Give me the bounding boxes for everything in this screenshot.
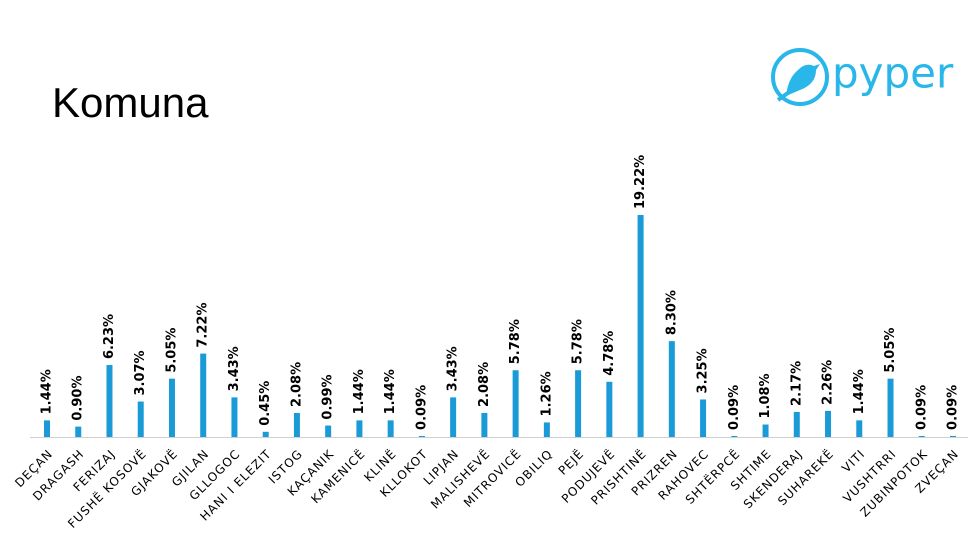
- bar: [700, 399, 707, 437]
- bar: [918, 435, 925, 437]
- bar: [887, 378, 894, 437]
- value-label: 4.78%: [602, 331, 617, 376]
- bar: [325, 425, 332, 437]
- value-label: 0.99%: [321, 374, 336, 419]
- value-label: 2.08%: [477, 362, 492, 407]
- bar: [231, 397, 238, 437]
- value-label: 3.43%: [227, 346, 242, 391]
- value-label: 2.08%: [289, 362, 304, 407]
- bar: [668, 341, 675, 437]
- value-label: 0.09%: [914, 385, 929, 430]
- bar: [293, 412, 300, 437]
- bar: [793, 411, 800, 437]
- bar: [637, 215, 644, 437]
- value-label: 2.17%: [789, 361, 804, 406]
- bar: [950, 435, 956, 437]
- value-label: 7.22%: [196, 302, 211, 347]
- value-label: 2.26%: [821, 360, 836, 405]
- value-label: 6.23%: [102, 314, 117, 359]
- value-label: 5.05%: [164, 328, 179, 373]
- bar: [575, 370, 582, 437]
- bar: [168, 378, 175, 437]
- bar: [543, 422, 550, 437]
- bar: [450, 397, 457, 437]
- logo-tail: [776, 88, 794, 102]
- value-label: 3.43%: [446, 346, 461, 391]
- bar: [762, 424, 769, 437]
- bar: [200, 353, 207, 437]
- logo-ring: [771, 48, 829, 106]
- bar: [418, 435, 425, 437]
- bar: [44, 420, 50, 437]
- logo: pyper: [771, 48, 954, 106]
- value-label: 1.44%: [40, 369, 55, 414]
- value-label: 3.25%: [696, 348, 711, 393]
- bar: [856, 420, 863, 437]
- bar: [356, 420, 363, 437]
- value-label: 1.08%: [758, 373, 773, 418]
- bar: [137, 401, 144, 437]
- value-label: 5.05%: [883, 328, 898, 373]
- value-label: 19.22%: [633, 155, 648, 209]
- bar: [512, 370, 519, 437]
- bar: [825, 410, 832, 437]
- bar: [387, 420, 394, 437]
- value-label: 0.90%: [71, 375, 86, 420]
- value-label: 3.07%: [133, 350, 148, 395]
- logo-bird: [786, 64, 820, 96]
- value-label: 8.30%: [664, 290, 679, 335]
- bar: [106, 365, 113, 437]
- logo-text: pyper: [832, 49, 954, 98]
- chart-title: Komuna: [52, 79, 209, 126]
- value-label: 1.26%: [539, 371, 554, 416]
- value-label: 1.44%: [852, 369, 867, 414]
- bar: [606, 381, 613, 437]
- bar: [262, 431, 269, 437]
- value-label: 5.78%: [571, 319, 586, 364]
- value-label: 0.45%: [258, 381, 273, 426]
- value-label: 5.78%: [508, 319, 523, 364]
- value-label: 1.44%: [352, 369, 367, 414]
- bar: [75, 426, 82, 437]
- value-label: 0.09%: [414, 385, 429, 430]
- bar: [481, 412, 488, 437]
- bar: [731, 435, 738, 437]
- value-label: 0.09%: [727, 385, 742, 430]
- value-label: 0.09%: [946, 385, 961, 430]
- value-label: 1.44%: [383, 369, 398, 414]
